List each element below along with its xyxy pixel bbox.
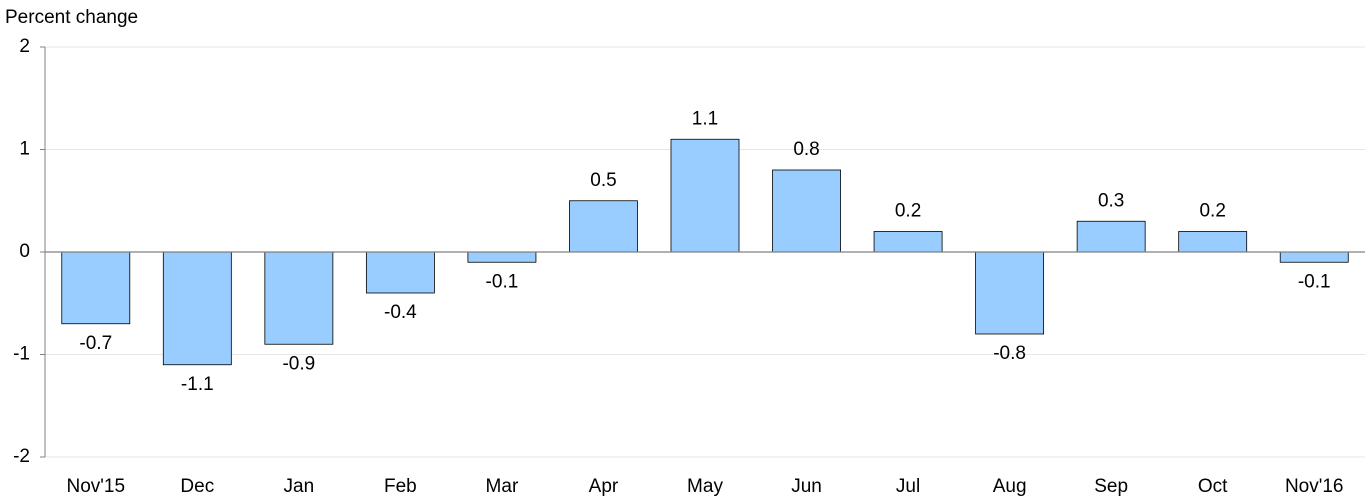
x-tick-label: May xyxy=(687,476,723,497)
x-tick-label: Nov'16 xyxy=(1285,476,1344,497)
x-tick-label: Mar xyxy=(486,476,519,497)
y-tick-label: 2 xyxy=(19,36,30,57)
x-tick-label: Feb xyxy=(384,476,417,497)
y-axis-label: Percent change xyxy=(5,7,138,28)
x-tick-label: Sep xyxy=(1094,476,1128,497)
value-label: 0.2 xyxy=(895,201,921,222)
value-label: 0.3 xyxy=(1098,190,1124,211)
x-tick-label: Oct xyxy=(1198,476,1228,497)
x-tick-label: Jun xyxy=(791,476,822,497)
bar xyxy=(873,231,943,253)
value-label: 0.2 xyxy=(1199,201,1225,222)
bar xyxy=(1076,220,1146,253)
value-label: 0.5 xyxy=(590,170,616,191)
y-tick-label: 1 xyxy=(19,139,30,160)
value-label: 1.1 xyxy=(692,108,718,129)
bar xyxy=(975,251,1045,335)
value-label: -0.1 xyxy=(1298,271,1331,292)
value-label: -0.9 xyxy=(282,353,315,374)
x-tick-label: Nov'15 xyxy=(66,476,125,497)
x-tick-label: Aug xyxy=(993,476,1027,497)
x-tick-label: Apr xyxy=(589,476,619,497)
bar xyxy=(365,251,435,294)
y-tick-label: -1 xyxy=(13,344,30,365)
bar xyxy=(162,251,232,366)
bar xyxy=(264,251,334,345)
bar xyxy=(61,251,131,325)
bar xyxy=(569,200,638,253)
bar xyxy=(1178,231,1248,253)
bar xyxy=(1279,251,1349,263)
y-tick-label: -2 xyxy=(13,446,30,467)
bar xyxy=(670,138,740,253)
bar xyxy=(772,169,841,253)
value-label: -0.7 xyxy=(79,333,112,354)
bar xyxy=(467,251,537,263)
value-label: -0.4 xyxy=(384,302,417,323)
value-label: -0.1 xyxy=(486,271,519,292)
value-label: -0.8 xyxy=(993,343,1026,364)
y-tick-label: 0 xyxy=(19,241,30,262)
x-tick-label: Jul xyxy=(896,476,920,497)
x-tick-label: Dec xyxy=(180,476,214,497)
value-label: -1.1 xyxy=(181,374,214,395)
value-label: 0.8 xyxy=(793,139,819,160)
x-tick-label: Jan xyxy=(284,476,315,497)
